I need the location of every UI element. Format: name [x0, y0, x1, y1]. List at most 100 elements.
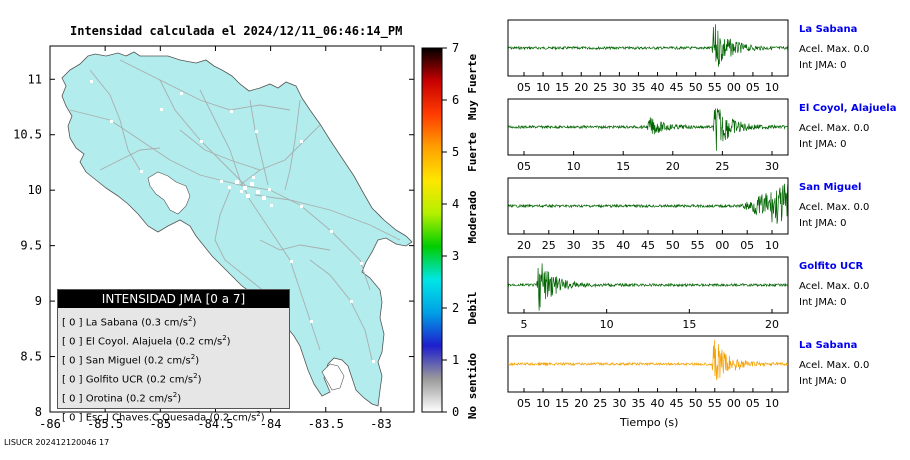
waveform-tick-label: 25 — [593, 397, 607, 410]
station-acel-max: Acel. Max. 0.0 — [799, 44, 870, 55]
waveform-panels: 05 10 15 20 25 30 35 40 45 50 55 00 05 10 05 10 15 20 25 30… — [507, 19, 789, 410]
waveform-trace — [507, 183, 789, 224]
station-info: La Sabana Acel. Max. 0.0 Int JMA: 0 — [799, 24, 869, 71]
map-y-tick-label: 11 — [28, 72, 42, 86]
waveform-tick-label: 30 — [612, 397, 626, 410]
waveform-tick-label: 05 — [740, 239, 754, 252]
station-int-jma: Int JMA: 0 — [799, 376, 847, 387]
colorbar-tick-label: 6 — [452, 93, 459, 107]
legend-close-paren: ) — [260, 411, 265, 423]
legend-level: [ 0 ] — [62, 393, 83, 405]
waveform-tick-label: 20 — [574, 81, 588, 94]
waveform-tick-label: 45 — [641, 239, 655, 252]
map-x-axis: -86 -85.5 -85 -84.5 -84 -83.5 -83 — [39, 46, 392, 431]
colorbar-category-label: Moderado — [466, 190, 479, 243]
station-int-jma: Int JMA: 0 — [799, 297, 847, 308]
station-info: Golfito UCR Acel. Max. 0.0 Int JMA: 0 — [799, 261, 869, 308]
legend-level: [ 0 ] — [62, 411, 83, 423]
map-x-tick-label: -84.5 — [197, 417, 233, 431]
waveform-tick-label: 15 — [555, 81, 569, 94]
station-name-link[interactable]: Golfito UCR — [799, 261, 864, 272]
waveform-tick-label: 00 — [727, 397, 741, 410]
legend-level: [ 0 ] — [62, 374, 83, 386]
waveform-tick-label: 45 — [670, 397, 684, 410]
costa-rica-land — [61, 51, 413, 407]
map-y-tick-label: 9.5 — [20, 239, 42, 253]
station-acel-max: Acel. Max. 0.0 — [799, 360, 870, 371]
waveform-tick-label: 35 — [631, 81, 645, 94]
map-x-tick-label: -84 — [260, 417, 282, 431]
colorbar-tick-label: 3 — [452, 249, 459, 263]
waveform-tick-label: 10 — [536, 397, 550, 410]
waveform-tick-label: 10 — [567, 160, 581, 173]
legend-header: INTENSIDAD JMA [0 a 7] — [58, 290, 289, 308]
waveform-tick-label: 35 — [631, 397, 645, 410]
waveform-tick-label: 15 — [682, 318, 696, 331]
station-acel-max: Acel. Max. 0.0 — [799, 281, 870, 292]
legend-level: [ 0 ] — [62, 317, 83, 329]
station-name-link[interactable]: La Sabana — [799, 24, 858, 35]
legend-station-name: San Miguel — [85, 355, 141, 367]
legend-station-name: Esc J Chaves.C Quesada — [85, 411, 207, 423]
waveform-0: 05 10 15 20 25 30 35 40 45 50 55 00 05 10 — [507, 19, 789, 94]
waveform-tick-label: 05 — [517, 397, 531, 410]
legend-list: [ 0 ] La Sabana (0.3 cm/s2)[ 0 ] El Coyo… — [58, 308, 289, 426]
waveform-2: 20 25 30 35 40 45 50 55 00 05 10 — [507, 177, 789, 252]
waveform-trace — [507, 108, 789, 151]
legend-value: (0.2 cm/s — [209, 411, 257, 423]
colorbar-category-label: Fuerte — [466, 132, 479, 172]
legend-close-paren: ) — [195, 355, 200, 367]
legend-value: (0.2 cm/s — [143, 355, 191, 367]
legend-item: [ 0 ] La Sabana (0.3 cm/s2) — [62, 312, 289, 331]
map-x-tick-label: -83 — [370, 417, 392, 431]
waveform-tick-label: 30 — [612, 81, 626, 94]
legend-value: (0.2 cm/s — [175, 336, 223, 348]
waveform-tick-label: 55 — [708, 81, 722, 94]
waveform-tick-label: 25 — [542, 239, 556, 252]
road-network — [69, 59, 401, 361]
colorbar-tick-label: 1 — [452, 353, 459, 367]
map-y-tick-label: 8 — [35, 405, 42, 419]
map-y-tick-label: 9 — [35, 294, 42, 308]
waveform-tick-label: 40 — [616, 239, 630, 252]
waveform-1: 05 10 15 20 25 30 — [507, 98, 789, 173]
legend-unit-exponent: 2 — [188, 315, 193, 323]
legend-station-name: Orotina — [85, 393, 123, 405]
waveform-tick-label: 15 — [616, 160, 630, 173]
waveform-tick-label: 40 — [651, 81, 665, 94]
map-y-tick-label: 10.5 — [13, 128, 42, 142]
station-acel-max: Acel. Max. 0.0 — [799, 202, 870, 213]
waveform-tick-label: 25 — [715, 160, 729, 173]
waveform-tick-label: 20 — [765, 318, 779, 331]
waveform-tick-label: 40 — [651, 397, 665, 410]
legend-item: [ 0 ] Golfito UCR (0.2 cm/s2) — [62, 369, 289, 388]
waveform-tick-label: 05 — [746, 81, 760, 94]
station-name-link[interactable]: San Miguel — [799, 182, 862, 193]
legend-station-name: El Coyol. Alajuela — [85, 336, 173, 348]
waveform-trace — [507, 339, 789, 381]
station-name-link[interactable]: La Sabana — [799, 340, 858, 351]
footer-id: LISUCR 202412120046 17 — [4, 438, 110, 447]
station-int-jma: Int JMA: 0 — [799, 60, 847, 71]
waveform-trace — [507, 24, 789, 67]
station-name-link[interactable]: El Coyol, Alajuela — [799, 103, 897, 114]
station-info: El Coyol, Alajuela Acel. Max. 0.0 Int JMA:… — [799, 103, 896, 150]
colorbar-category-label: Debil — [466, 291, 479, 324]
map-x-tick-label: -83.5 — [308, 417, 344, 431]
legend-station-name: Golfito UCR — [85, 374, 144, 386]
legend-level: [ 0 ] — [62, 336, 83, 348]
waveform-3: 5 10 15 20 — [507, 256, 789, 331]
legend-value: (0.3 cm/s — [141, 317, 189, 329]
legend-item: [ 0 ] Esc J Chaves.C Quesada (0.2 cm/s2) — [62, 407, 289, 426]
colorbar-category-label: No sentido — [466, 353, 479, 420]
waveform-trace — [507, 263, 789, 311]
time-axis-label: Tiempo (s) — [620, 416, 679, 429]
legend-item: [ 0 ] El Coyol. Alajuela (0.2 cm/s2) — [62, 331, 289, 350]
colorbar-tick-label: 4 — [452, 197, 459, 211]
station-int-jma: Int JMA: 0 — [799, 218, 847, 229]
legend-item: [ 0 ] Orotina (0.2 cm/s2) — [62, 388, 289, 407]
map-x-tick-label: -85 — [149, 417, 171, 431]
legend-unit-exponent: 2 — [193, 371, 198, 380]
waveform-tick-label: 25 — [593, 81, 607, 94]
waveform-tick-label: 55 — [691, 239, 705, 252]
